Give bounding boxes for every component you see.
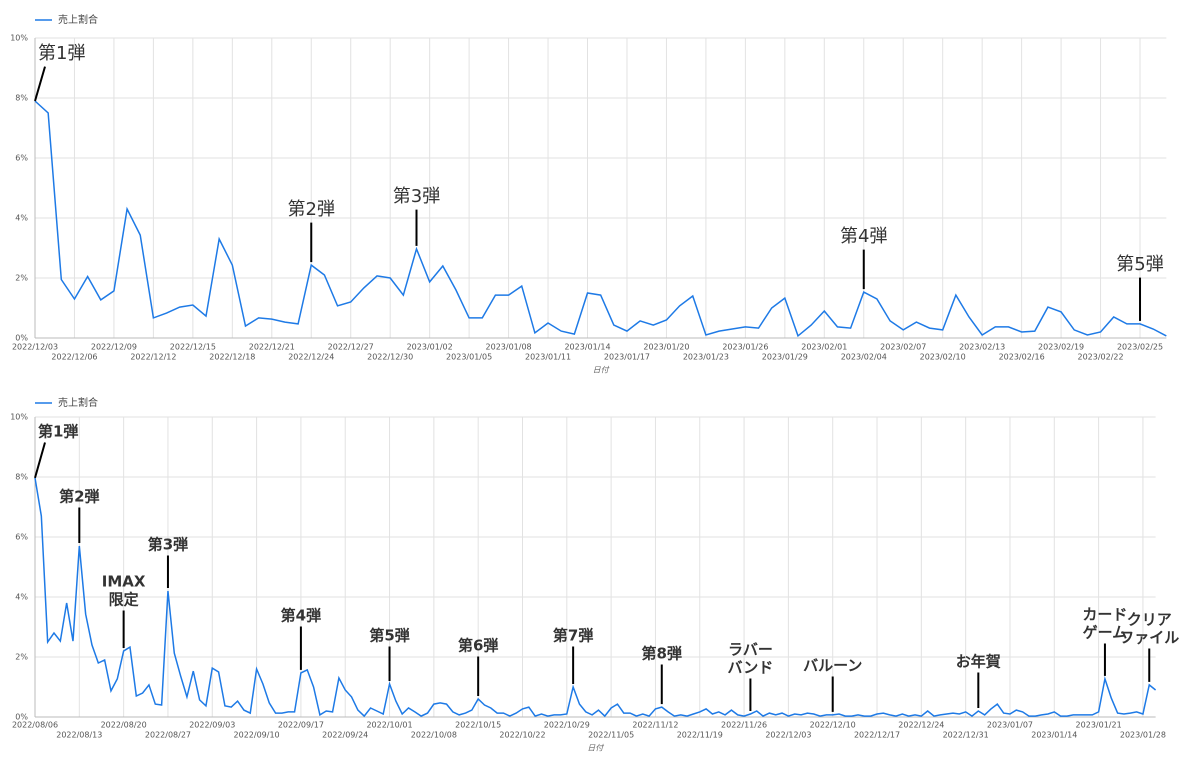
legend-label: 売上割合 xyxy=(58,13,98,26)
annotation-label: 限定 xyxy=(109,591,139,609)
x-tick-label: 2023/01/07 xyxy=(987,721,1033,730)
x-tick-label: 2022/10/22 xyxy=(499,731,545,740)
x-tick-label: 2023/01/11 xyxy=(525,353,571,362)
x-tick-label: 2023/01/14 xyxy=(1031,731,1077,740)
annotation-label: 第8弾 xyxy=(642,645,682,663)
x-tick-label: 2023/02/01 xyxy=(801,343,847,352)
annotation-label: 第4弾 xyxy=(281,607,321,625)
annotation-label: ファイル xyxy=(1119,629,1179,647)
y-tick-label: 4% xyxy=(15,214,28,223)
x-tick-label: 2022/11/19 xyxy=(677,731,723,740)
x-tick-label: 2022/12/06 xyxy=(51,353,97,362)
x-tick-label: 2023/02/13 xyxy=(959,343,1005,352)
x-tick-label: 2023/01/02 xyxy=(407,343,453,352)
x-tick-label: 2023/01/28 xyxy=(1120,731,1166,740)
annotation-label: バルーン xyxy=(803,657,862,675)
annotation-label: 第2弾 xyxy=(288,199,335,220)
x-axis-title: 日付 xyxy=(593,366,610,375)
x-tick-label: 2022/10/08 xyxy=(411,731,457,740)
annotation-label: 第5弾 xyxy=(369,627,409,645)
y-tick-label: 4% xyxy=(15,593,28,602)
annotation-label: 第1弾 xyxy=(38,43,85,64)
annotation-label: 第3弾 xyxy=(148,536,188,554)
annotation-label: 第7弾 xyxy=(553,627,593,645)
x-tick-label: 2023/02/10 xyxy=(920,353,966,362)
data-line xyxy=(34,477,1157,718)
x-tick-label: 2023/01/17 xyxy=(604,353,650,362)
y-tick-label: 2% xyxy=(15,274,28,283)
x-tick-label: 2022/12/30 xyxy=(367,353,413,362)
y-tick-label: 8% xyxy=(15,473,28,482)
annotation-pointer xyxy=(34,442,46,479)
annotation-label: 第3弾 xyxy=(393,186,440,207)
x-tick-label: 2023/02/07 xyxy=(880,343,926,352)
y-tick-label: 10% xyxy=(10,413,28,422)
legend-label: 売上割合 xyxy=(58,396,98,409)
x-tick-label: 2022/12/24 xyxy=(288,353,334,362)
annotation-label: ラバー xyxy=(728,641,773,659)
x-tick-label: 2023/02/19 xyxy=(1038,343,1084,352)
x-tick-label: 2022/12/12 xyxy=(130,353,176,362)
x-tick-label: 2022/12/24 xyxy=(898,721,944,730)
y-tick-label: 6% xyxy=(15,154,28,163)
x-tick-label: 2022/12/31 xyxy=(943,731,989,740)
x-tick-label: 2022/12/03 xyxy=(12,343,58,352)
x-tick-label: 2022/10/15 xyxy=(455,721,501,730)
x-tick-label: 2022/09/03 xyxy=(189,721,235,730)
annotation-label: 第1弾 xyxy=(38,423,78,441)
x-tick-label: 2023/02/25 xyxy=(1117,343,1163,352)
x-tick-label: 2023/01/14 xyxy=(564,343,610,352)
x-tick-label: 2022/12/15 xyxy=(170,343,216,352)
x-tick-label: 2022/09/24 xyxy=(322,731,368,740)
x-tick-label: 2022/09/17 xyxy=(278,721,324,730)
annotation-label: クリア xyxy=(1127,611,1172,629)
x-tick-label: 2022/12/18 xyxy=(209,353,255,362)
x-tick-label: 2023/02/04 xyxy=(841,353,887,362)
annotation-label: 第6弾 xyxy=(458,637,498,655)
x-tick-label: 2022/12/03 xyxy=(765,731,811,740)
annotation-label: 第4弾 xyxy=(840,226,887,247)
annotation-label: お年賀 xyxy=(956,653,1001,671)
x-tick-label: 2023/01/05 xyxy=(446,353,492,362)
x-tick-label: 2022/08/27 xyxy=(145,731,191,740)
annotation-label: 第5弾 xyxy=(1116,254,1163,275)
y-tick-label: 10% xyxy=(10,34,28,43)
annotation-label: IMAX xyxy=(102,573,146,591)
x-tick-label: 2022/11/05 xyxy=(588,731,634,740)
x-tick-label: 2022/11/26 xyxy=(721,721,767,730)
x-tick-label: 2023/01/26 xyxy=(722,343,768,352)
annotation-label: バンド xyxy=(728,659,774,677)
x-tick-label: 2023/01/23 xyxy=(683,353,729,362)
y-tick-label: 0% xyxy=(15,334,28,343)
x-tick-label: 2022/11/12 xyxy=(632,721,678,730)
x-tick-label: 2022/12/09 xyxy=(91,343,137,352)
x-tick-label: 2022/10/01 xyxy=(366,721,412,730)
x-tick-label: 2022/08/06 xyxy=(12,721,58,730)
annotation-pointer xyxy=(34,66,46,102)
x-tick-label: 2022/08/13 xyxy=(56,731,102,740)
y-tick-label: 6% xyxy=(15,533,28,542)
annotation-label: カード xyxy=(1082,606,1127,624)
x-tick-label: 2022/12/10 xyxy=(810,721,856,730)
y-tick-label: 0% xyxy=(15,713,28,722)
x-axis-title: 日付 xyxy=(587,744,604,753)
x-tick-label: 2023/01/08 xyxy=(486,343,532,352)
x-tick-label: 2022/10/29 xyxy=(544,721,590,730)
x-tick-label: 2022/09/10 xyxy=(234,731,280,740)
y-tick-label: 8% xyxy=(15,94,28,103)
annotation-label: ゲーム xyxy=(1083,624,1128,642)
x-tick-label: 2023/01/29 xyxy=(762,353,808,362)
x-tick-label: 2023/02/16 xyxy=(999,353,1045,362)
x-tick-label: 2022/08/20 xyxy=(101,721,147,730)
annotation-label: 第2弾 xyxy=(59,488,99,506)
y-tick-label: 2% xyxy=(15,653,28,662)
x-tick-label: 2022/12/17 xyxy=(854,731,900,740)
data-line xyxy=(34,100,1167,338)
x-tick-label: 2022/12/21 xyxy=(249,343,295,352)
x-tick-label: 2023/02/22 xyxy=(1078,353,1124,362)
x-tick-label: 2023/01/20 xyxy=(643,343,689,352)
x-tick-label: 2023/01/21 xyxy=(1076,721,1122,730)
x-tick-label: 2022/12/27 xyxy=(328,343,374,352)
